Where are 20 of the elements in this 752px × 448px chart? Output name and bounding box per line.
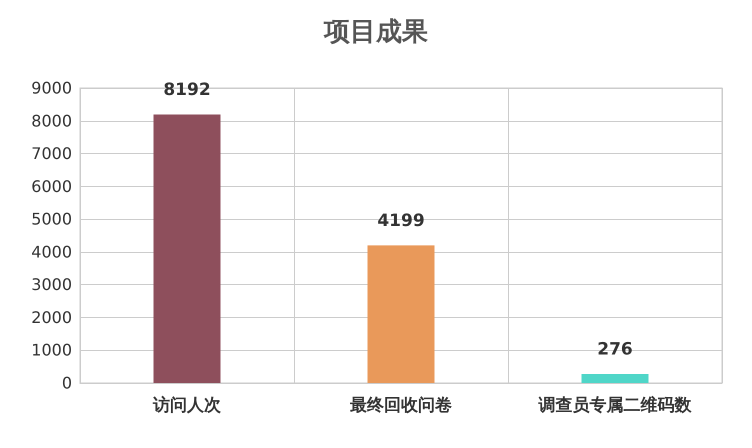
- bar: [154, 114, 220, 383]
- y-tick-label: 6000: [31, 176, 72, 196]
- y-tick-label: 4000: [31, 242, 72, 262]
- y-tick-label: 1000: [31, 340, 72, 360]
- y-tick-label: 0: [62, 374, 72, 392]
- chart-title: 项目成果: [323, 17, 428, 47]
- data-label: 8192: [163, 80, 211, 100]
- y-tick-label: 9000: [31, 78, 72, 98]
- y-tick-label: 3000: [31, 275, 72, 294]
- y-tick-label: 7000: [31, 144, 72, 164]
- x-tick-label: 调查员专属二维码数: [538, 396, 692, 416]
- data-label: 4199: [377, 210, 425, 231]
- data-label: 276: [597, 339, 633, 360]
- bar: [582, 374, 648, 383]
- x-tick-label: 访问人次: [152, 396, 222, 416]
- bar: [368, 245, 434, 383]
- y-tick-label: 5000: [31, 210, 72, 229]
- y-tick-label: 8000: [31, 111, 72, 130]
- y-tick-label: 2000: [31, 308, 72, 327]
- x-tick-label: 最终回收问卷: [349, 396, 452, 416]
